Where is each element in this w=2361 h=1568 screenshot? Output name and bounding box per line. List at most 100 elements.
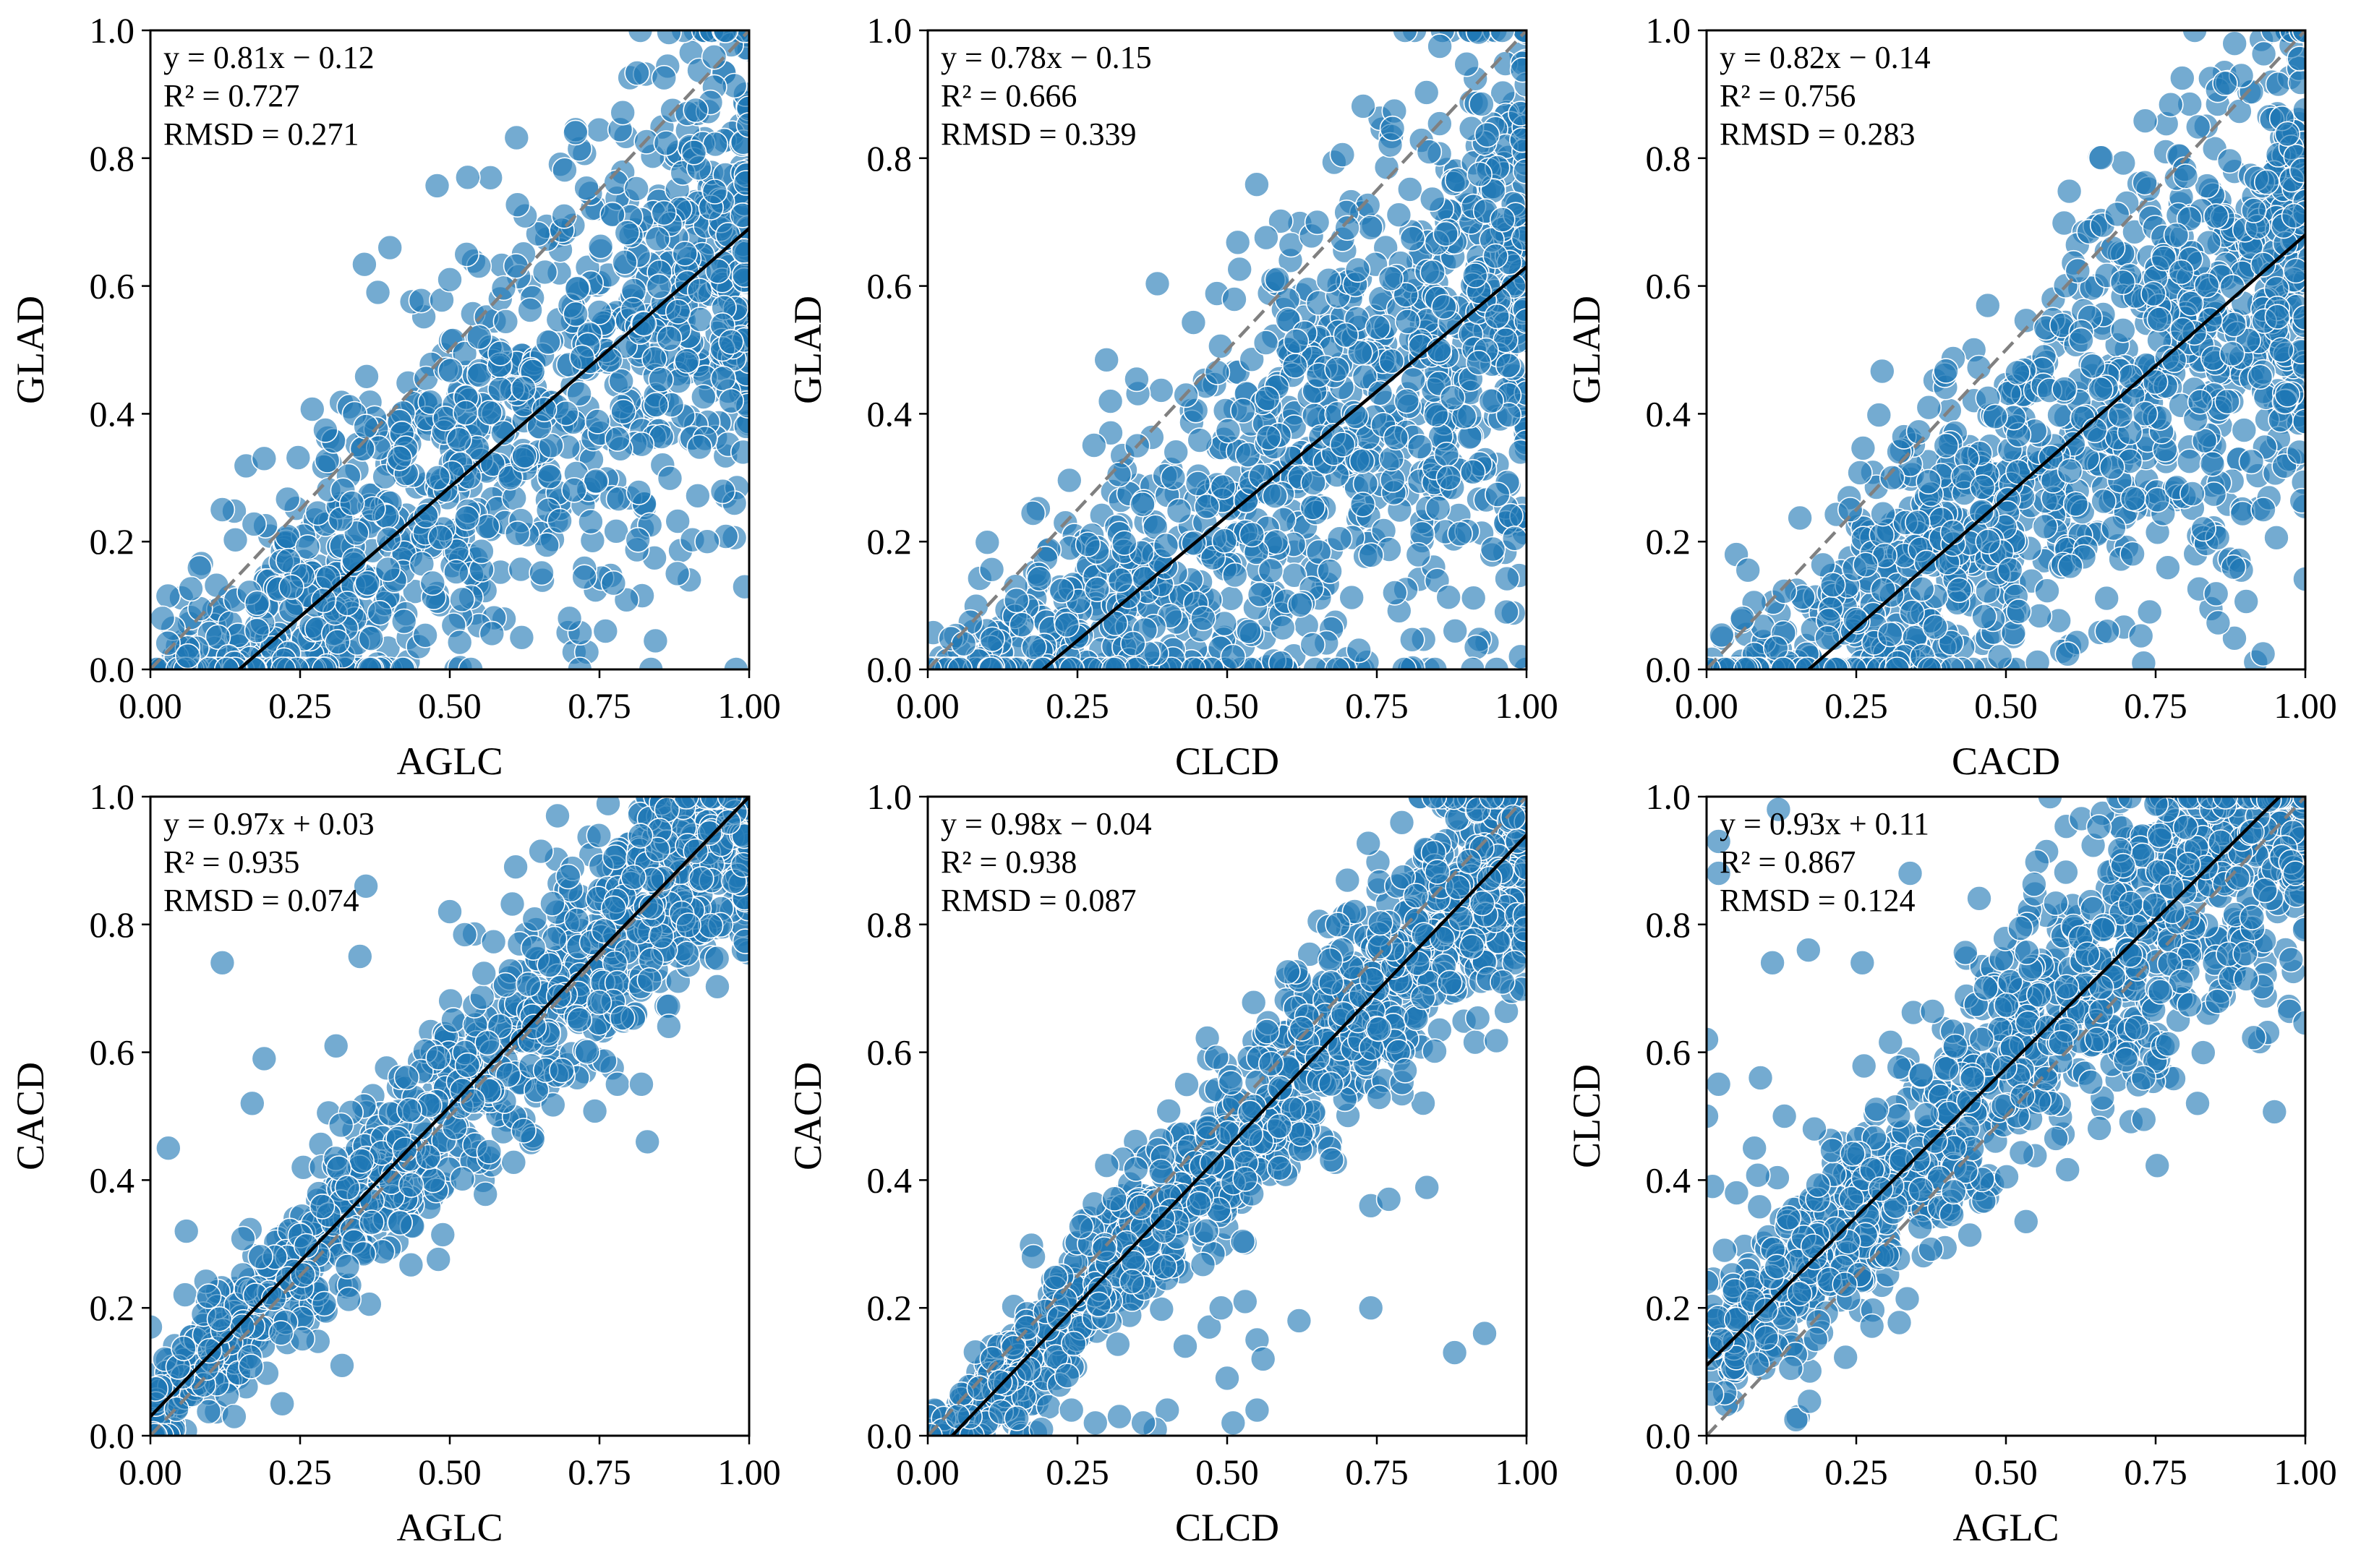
fit-stats-text: R² = 0.727 <box>163 78 299 113</box>
data-point <box>1009 612 1035 638</box>
data-point <box>656 325 683 351</box>
data-point <box>1239 521 1265 548</box>
data-point <box>2093 585 2120 612</box>
x-tick-label: 0.50 <box>418 1452 482 1492</box>
data-point <box>2253 169 2280 195</box>
data-point <box>1463 634 1490 661</box>
data-point <box>2110 150 2137 176</box>
data-point <box>1268 208 1294 234</box>
data-point <box>549 1057 575 1084</box>
data-point <box>685 482 711 509</box>
data-point <box>1453 51 1480 77</box>
data-point <box>1480 536 1506 562</box>
data-point <box>415 1144 442 1170</box>
data-point <box>2247 364 2274 390</box>
data-point <box>564 275 591 302</box>
data-point <box>174 643 201 669</box>
data-point <box>1501 526 1527 552</box>
data-point <box>449 1165 476 1192</box>
data-point <box>1221 286 1247 312</box>
data-point <box>2177 290 2204 317</box>
fit-stats-text: R² = 0.666 <box>941 78 1077 113</box>
data-point <box>1916 656 1942 669</box>
data-point <box>390 656 416 669</box>
data-point <box>1444 167 1471 193</box>
data-point <box>1084 576 1110 603</box>
data-point <box>229 1313 255 1340</box>
data-point <box>2024 649 2051 669</box>
data-point <box>605 426 631 453</box>
data-point <box>173 1218 200 1244</box>
data-point <box>1378 348 1405 374</box>
data-point <box>1059 656 1085 669</box>
fit-stats-text: R² = 0.756 <box>1720 78 1856 113</box>
data-point <box>2104 201 2130 228</box>
data-point <box>222 526 249 553</box>
data-point <box>1003 587 1030 614</box>
data-point <box>1508 100 1527 127</box>
data-point <box>627 823 654 849</box>
data-point <box>1234 442 1261 468</box>
data-point <box>2216 147 2243 174</box>
data-point <box>2199 450 2226 477</box>
data-point <box>419 570 446 596</box>
data-point <box>573 175 599 201</box>
x-tick-label: 0.25 <box>1824 685 1888 726</box>
data-point <box>425 1045 452 1071</box>
data-point <box>657 465 683 492</box>
data-point <box>648 367 674 393</box>
data-point <box>1770 656 1796 669</box>
x-axis-label: CACD <box>1952 740 2060 783</box>
data-point <box>508 624 535 651</box>
data-point <box>1837 497 1863 523</box>
data-point <box>1469 91 1495 117</box>
data-point <box>150 1376 169 1402</box>
data-point <box>437 266 463 293</box>
data-point <box>2274 121 2301 147</box>
data-point <box>358 625 385 652</box>
data-point <box>1975 528 2002 555</box>
data-point <box>1461 262 1488 288</box>
data-point <box>1166 497 1192 524</box>
fit-stats-text: RMSD = 0.271 <box>163 116 359 152</box>
data-point <box>1333 322 1359 348</box>
data-point <box>733 170 749 196</box>
x-tick-label: 1.00 <box>2274 685 2337 726</box>
identity-line <box>928 30 1527 669</box>
data-point <box>1326 526 1353 552</box>
data-point <box>477 165 504 191</box>
data-point <box>664 560 691 587</box>
data-point <box>1435 584 1462 611</box>
data-point <box>2274 382 2301 408</box>
data-point <box>520 935 547 961</box>
data-point <box>686 434 713 460</box>
data-point <box>2179 481 2206 507</box>
y-tick-label: 0.4 <box>867 393 913 434</box>
y-tick-label: 0.0 <box>1646 649 1691 690</box>
data-point <box>1899 599 1925 626</box>
data-point <box>603 518 629 544</box>
data-point <box>1850 435 1877 461</box>
data-point <box>732 928 749 954</box>
data-point <box>1160 464 1187 491</box>
data-point <box>665 508 691 534</box>
data-point <box>620 864 646 891</box>
data-point <box>1974 292 2001 319</box>
data-point <box>2191 427 2218 454</box>
data-point <box>581 1098 608 1124</box>
data-point <box>354 570 381 596</box>
data-point <box>1495 352 1521 379</box>
data-point <box>656 30 682 46</box>
y-tick-label: 1.0 <box>1646 10 1691 51</box>
data-point <box>1299 494 1326 520</box>
x-tick-label: 0.50 <box>1195 685 1259 726</box>
data-point <box>309 1194 336 1220</box>
data-point <box>269 1390 295 1417</box>
data-point <box>1373 154 1400 181</box>
data-point <box>1447 520 1473 547</box>
data-point <box>2289 157 2305 184</box>
data-point <box>561 476 587 503</box>
data-point <box>1435 464 1462 491</box>
data-point <box>2265 71 2292 98</box>
data-point <box>2132 108 2159 134</box>
